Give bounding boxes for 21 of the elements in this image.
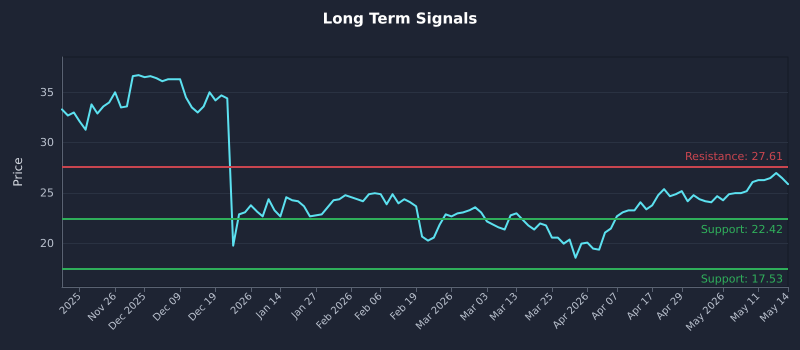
y-tick-label: 35: [40, 86, 54, 99]
x-tick-label: Dec 19: [186, 291, 220, 324]
ref-line-label: Resistance: 27.61: [685, 150, 783, 163]
x-tick-label: Feb 06: [353, 291, 385, 323]
y-tick-label: 20: [40, 237, 54, 250]
chart-title: Long Term Signals: [322, 10, 478, 28]
x-tick-label: Mar 13: [488, 291, 520, 324]
line-series: [61, 74, 789, 259]
y-tick-label: 25: [40, 186, 54, 200]
y-axis-title: Price: [11, 157, 25, 187]
ref-line-label: Support: 22.42: [700, 223, 783, 236]
x-tick-label: Apr 17: [624, 291, 656, 322]
ref-line-label: Support: 17.53: [700, 272, 783, 286]
x-tick-label: Dec 09: [151, 291, 184, 324]
x-tick-label: Feb 19: [388, 291, 420, 323]
x-tick-label: Apr 07: [589, 291, 621, 322]
x-tick-label: Apr 29: [654, 291, 686, 322]
x-tick-label: Jan 27: [289, 291, 320, 322]
x-tick-label: Mar 03: [458, 291, 491, 324]
y-tick-label: 30: [40, 136, 54, 150]
x-tick-label: Jan 14: [254, 291, 284, 322]
